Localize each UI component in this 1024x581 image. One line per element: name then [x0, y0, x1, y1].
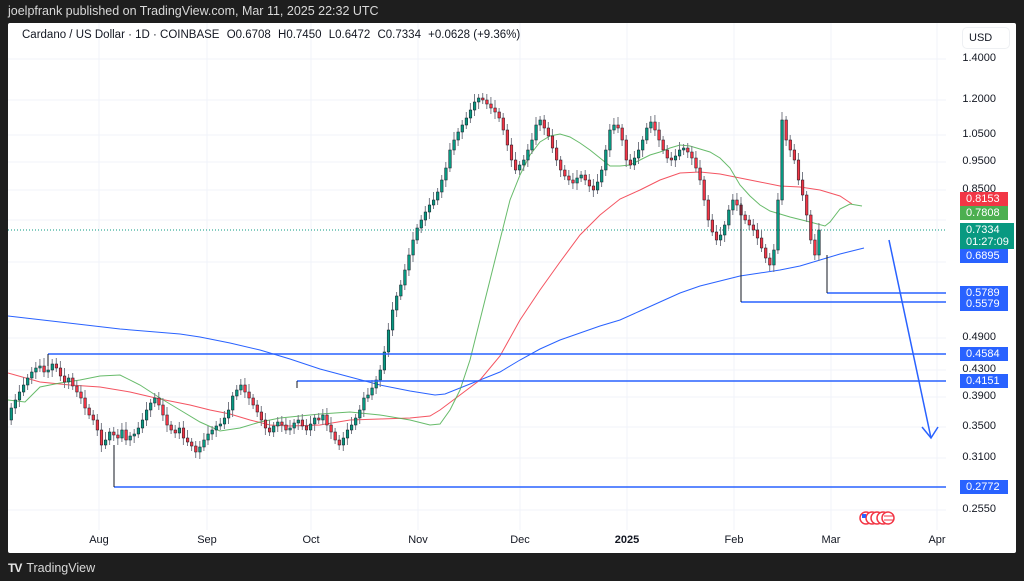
price-tag-ma-blue: 0.6895 — [960, 249, 1008, 263]
price-tag-support-1: 0.5789 — [960, 286, 1008, 300]
high-value: H0.7450 — [278, 29, 322, 41]
us-events-flags-icon[interactable] — [859, 511, 895, 525]
change-value: +0.0628 (+9.36%) — [428, 29, 521, 41]
ma-red-line — [8, 171, 853, 427]
grid — [8, 23, 946, 530]
price-tag-support-4: 0.4151 — [960, 374, 1008, 388]
x-tick-mar: Mar — [821, 534, 841, 546]
last-price-value: 0.7334 — [966, 224, 1000, 236]
close-value: C0.7334 — [377, 29, 421, 41]
x-tick-nov: Nov — [408, 534, 428, 546]
ohlc-legend: Cardano / US Dollar · 1D · COINBASE O0.6… — [22, 29, 524, 41]
y-tick: 0.9500 — [962, 155, 996, 167]
publisher-line: joelpfrank published on TradingView.com,… — [0, 0, 1024, 23]
price-tag-last: 0.7334 01:27:09 — [960, 223, 1014, 249]
price-tag-support-5: 0.2772 — [960, 480, 1008, 494]
y-tick: 0.3900 — [962, 390, 996, 402]
x-tick-2025: 2025 — [614, 534, 640, 546]
price-tag-ma-red: 0.8153 — [960, 192, 1008, 206]
symbol-title[interactable]: Cardano / US Dollar · 1D · COINBASE — [22, 29, 220, 41]
y-tick: 0.2550 — [962, 503, 996, 515]
x-tick-dec: Dec — [510, 534, 530, 546]
x-tick-oct: Oct — [302, 534, 320, 546]
y-tick: 0.4900 — [962, 331, 996, 343]
tradingview-logo-icon: TV — [8, 561, 22, 575]
x-tick-sep: Sep — [197, 534, 217, 546]
y-tick: 0.4300 — [962, 363, 996, 375]
x-tick-aug: Aug — [89, 534, 109, 546]
currency-button[interactable]: USD — [962, 27, 1010, 49]
candlesticks — [9, 93, 821, 459]
footer-brand[interactable]: TV TradingView — [8, 558, 95, 578]
y-tick: 0.3500 — [962, 420, 996, 432]
bar-countdown: 01:27:09 — [966, 236, 1009, 248]
support-anchors — [47, 203, 828, 487]
y-tick: 1.4000 — [962, 52, 996, 64]
ma-blue-line — [8, 247, 865, 396]
y-tick: 0.3100 — [962, 451, 996, 463]
low-value: L0.6472 — [328, 29, 371, 41]
projection-arrow-icon[interactable] — [888, 239, 939, 440]
x-tick-feb: Feb — [724, 534, 744, 546]
price-tag-support-3: 0.4584 — [960, 347, 1008, 361]
y-tick: 1.2000 — [962, 93, 996, 105]
brand-name: TradingView — [26, 561, 96, 575]
open-value: O0.6708 — [226, 29, 271, 41]
y-tick: 1.0500 — [962, 128, 996, 140]
price-tag-ma-green: 0.7808 — [960, 206, 1008, 220]
x-tick-apr: Apr — [928, 534, 946, 546]
support-lines — [48, 292, 946, 488]
price-chart[interactable] — [8, 23, 1016, 553]
chart-frame[interactable]: Cardano / US Dollar · 1D · COINBASE O0.6… — [8, 23, 1016, 553]
ma-green-line — [8, 133, 863, 432]
price-tag-support-2: 0.5579 — [960, 297, 1008, 311]
